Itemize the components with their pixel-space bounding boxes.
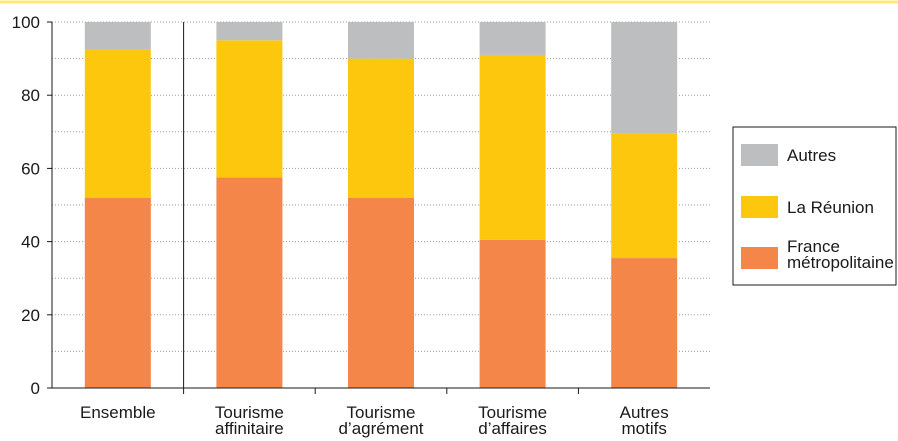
y-tick-label: 20 xyxy=(21,306,40,325)
axes xyxy=(51,22,710,394)
legend-label-autres: Autres xyxy=(787,146,836,165)
bar-segment-reunion-1 xyxy=(84,49,151,198)
bar-segment-autres-5 xyxy=(611,22,678,134)
x-category-label: Tourisme d’affaires xyxy=(478,403,547,438)
bar-segment-france-4 xyxy=(479,239,546,388)
bar-segment-autres-3 xyxy=(348,22,414,59)
x-category-label-line: Autres xyxy=(620,403,669,422)
x-category-label-line: Ensemble xyxy=(80,403,156,422)
y-tick-label: 40 xyxy=(21,233,40,252)
x-category-label-line: Tourisme xyxy=(347,403,416,422)
legend-label-line: France xyxy=(787,237,840,256)
legend-swatch-autres xyxy=(741,144,778,166)
x-category-label: Autres motifs xyxy=(620,403,669,438)
legend-label-line: La Réunion xyxy=(787,198,874,217)
x-category-label-line: motifs xyxy=(622,419,667,438)
legend-label-line: Autres xyxy=(787,146,836,165)
bar-segment-reunion-4 xyxy=(479,54,546,240)
bar-segment-france-2 xyxy=(216,177,283,388)
y-tick-label: 100 xyxy=(12,13,40,32)
x-category-label: Tourisme affinitaire xyxy=(215,403,284,438)
y-tick-label: 80 xyxy=(21,86,40,105)
bar-segment-autres-2 xyxy=(216,22,283,41)
legend: Autres La Réunion France métropolitaine xyxy=(732,126,897,286)
x-category-label: Tourisme d’agrément xyxy=(338,403,423,438)
legend-swatch-reunion xyxy=(741,196,778,218)
bars xyxy=(84,22,678,388)
bar-segment-autres-1 xyxy=(84,22,151,50)
y-tick-label: 60 xyxy=(21,159,40,178)
bar-segment-autres-4 xyxy=(479,22,546,55)
x-category-label-line: d’affaires xyxy=(478,419,547,438)
y-tick-label: 0 xyxy=(31,379,40,398)
legend-swatch-france xyxy=(741,247,778,269)
bar-segment-reunion-5 xyxy=(611,133,678,259)
x-category-label-line: affinitaire xyxy=(215,419,284,438)
x-category-label: Ensemble xyxy=(80,403,156,422)
x-category-label-line: Tourisme xyxy=(478,403,547,422)
x-category-label-line: d’agrément xyxy=(338,419,423,438)
legend-label-reunion: La Réunion xyxy=(787,198,874,217)
bar-segment-reunion-2 xyxy=(216,40,283,178)
legend-label-line: métropolitaine xyxy=(787,253,894,272)
y-axis-ticks: 0 20 40 60 80 100 xyxy=(12,13,52,398)
bar-segment-france-5 xyxy=(611,258,678,388)
bar-segment-france-1 xyxy=(84,197,151,388)
legend-label-france: France métropolitaine xyxy=(787,237,894,272)
bar-segment-france-3 xyxy=(348,197,414,388)
bar-segment-reunion-3 xyxy=(348,58,414,198)
x-category-label-line: Tourisme xyxy=(215,403,284,422)
